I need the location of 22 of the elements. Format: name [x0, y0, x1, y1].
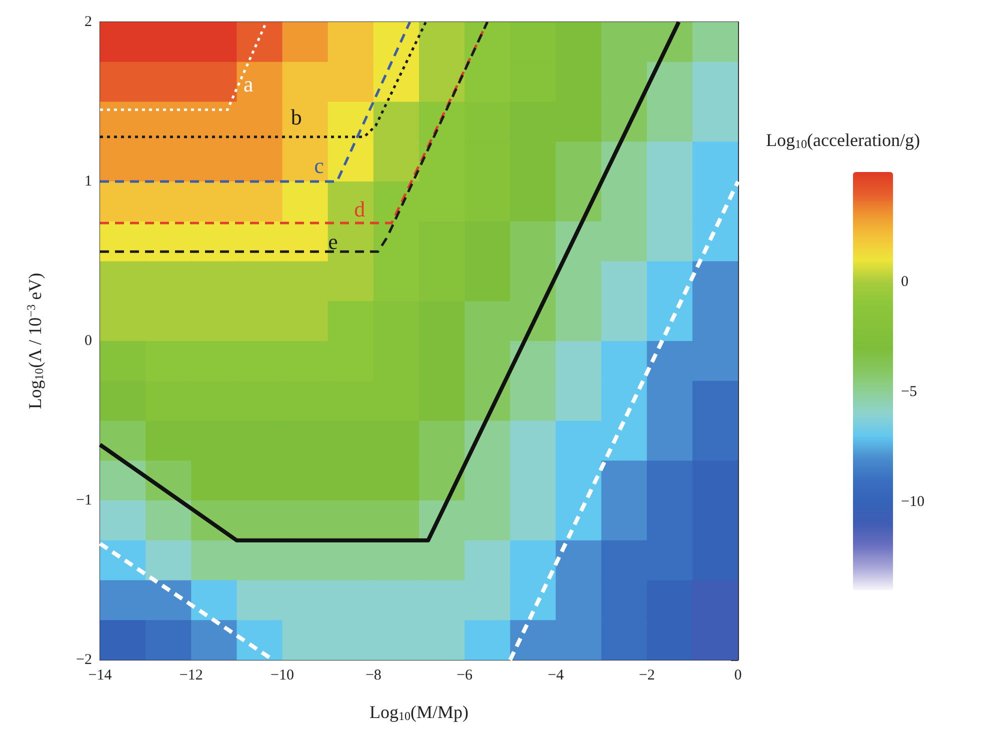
- y-tick-label: −2: [76, 652, 92, 668]
- x-tick-label: −12: [179, 668, 203, 684]
- color-bar-label: −5: [901, 384, 917, 400]
- y-axis-title: Log10(Λ / 10−3 eV): [24, 272, 46, 410]
- color-bar-label: −10: [901, 494, 924, 510]
- y-tick-label: 2: [84, 14, 92, 30]
- series-label: a: [244, 71, 254, 96]
- x-tick-label: −4: [548, 668, 564, 684]
- y-tick-label: 1: [84, 174, 92, 190]
- x-tick-label: −14: [88, 668, 112, 684]
- x-tick-label: −6: [456, 668, 474, 684]
- series-label: c: [314, 153, 324, 178]
- x-tick-label: −2: [638, 668, 655, 684]
- y-tick-label: −1: [76, 492, 92, 508]
- x-tick-label: −10: [270, 668, 294, 684]
- color-bar-label: 0: [901, 274, 908, 290]
- x-tick-label: −8: [365, 668, 382, 684]
- series-label: b: [290, 104, 302, 130]
- x-tick-label: 0: [734, 668, 742, 684]
- series-label: e: [328, 229, 338, 254]
- series-label: d: [354, 196, 366, 222]
- y-tick-label: 0: [84, 333, 92, 349]
